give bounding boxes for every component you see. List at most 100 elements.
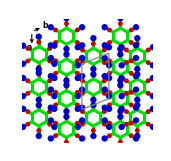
Circle shape: [36, 70, 41, 75]
Circle shape: [48, 74, 53, 79]
Circle shape: [130, 134, 133, 137]
Circle shape: [75, 94, 80, 99]
Circle shape: [54, 91, 57, 94]
Circle shape: [54, 59, 57, 62]
Circle shape: [136, 129, 139, 132]
Circle shape: [91, 72, 96, 77]
Circle shape: [135, 103, 140, 108]
Circle shape: [119, 76, 124, 80]
Circle shape: [103, 61, 106, 64]
Circle shape: [136, 67, 139, 71]
Circle shape: [103, 48, 106, 52]
Circle shape: [107, 45, 111, 50]
Circle shape: [102, 74, 107, 79]
Circle shape: [80, 105, 85, 110]
Circle shape: [26, 59, 30, 63]
Text: b: b: [42, 21, 48, 30]
Circle shape: [102, 105, 107, 110]
Circle shape: [75, 45, 80, 50]
Circle shape: [134, 43, 139, 48]
Circle shape: [134, 74, 139, 79]
Circle shape: [26, 79, 30, 82]
Circle shape: [108, 91, 111, 94]
Circle shape: [80, 87, 85, 92]
Circle shape: [108, 121, 111, 125]
Circle shape: [119, 45, 124, 50]
Circle shape: [37, 104, 40, 107]
Circle shape: [64, 109, 69, 114]
Circle shape: [81, 61, 84, 64]
Circle shape: [118, 52, 123, 57]
Circle shape: [125, 123, 128, 126]
Circle shape: [119, 22, 122, 25]
Circle shape: [36, 103, 41, 108]
Circle shape: [147, 48, 150, 52]
Circle shape: [54, 103, 57, 107]
Circle shape: [130, 59, 133, 62]
Circle shape: [21, 43, 25, 48]
Circle shape: [102, 118, 107, 123]
Circle shape: [118, 78, 123, 83]
Circle shape: [147, 61, 150, 64]
Circle shape: [64, 52, 69, 57]
Circle shape: [80, 56, 85, 61]
Circle shape: [118, 109, 123, 114]
Circle shape: [36, 133, 41, 138]
Circle shape: [130, 121, 133, 125]
Circle shape: [65, 109, 68, 113]
Circle shape: [134, 25, 139, 30]
Circle shape: [136, 104, 139, 107]
Circle shape: [118, 16, 123, 21]
Circle shape: [52, 94, 57, 99]
Circle shape: [134, 87, 139, 92]
Circle shape: [64, 114, 69, 119]
Circle shape: [92, 73, 95, 76]
Circle shape: [91, 133, 96, 138]
Circle shape: [119, 63, 124, 68]
Circle shape: [118, 83, 123, 88]
Circle shape: [80, 25, 85, 30]
Circle shape: [102, 87, 107, 92]
Circle shape: [76, 134, 79, 137]
Circle shape: [134, 136, 139, 141]
Circle shape: [36, 34, 41, 39]
Circle shape: [48, 59, 51, 63]
Circle shape: [52, 106, 57, 111]
Circle shape: [108, 41, 111, 44]
Circle shape: [37, 73, 40, 76]
Circle shape: [76, 121, 79, 125]
Circle shape: [26, 110, 30, 113]
Circle shape: [135, 72, 140, 77]
Circle shape: [48, 118, 53, 123]
Circle shape: [48, 92, 51, 95]
Circle shape: [150, 106, 155, 111]
Circle shape: [92, 98, 95, 101]
Circle shape: [37, 40, 40, 44]
Circle shape: [119, 140, 122, 144]
Circle shape: [37, 66, 40, 69]
Circle shape: [81, 123, 84, 126]
Circle shape: [119, 94, 124, 99]
Circle shape: [134, 118, 139, 123]
Circle shape: [91, 36, 96, 41]
Circle shape: [21, 124, 25, 129]
Circle shape: [64, 78, 69, 83]
Circle shape: [76, 103, 79, 107]
Circle shape: [107, 124, 111, 129]
Circle shape: [130, 41, 133, 44]
Circle shape: [48, 87, 53, 92]
Circle shape: [54, 72, 57, 75]
Circle shape: [130, 103, 133, 107]
Circle shape: [21, 76, 25, 80]
Circle shape: [103, 92, 106, 95]
Circle shape: [48, 47, 51, 50]
Circle shape: [135, 97, 140, 102]
Circle shape: [136, 42, 139, 45]
Circle shape: [107, 106, 111, 111]
Circle shape: [130, 72, 133, 75]
Circle shape: [48, 25, 53, 30]
Circle shape: [136, 98, 139, 101]
Circle shape: [92, 129, 95, 132]
Circle shape: [92, 42, 95, 45]
Circle shape: [65, 140, 68, 144]
